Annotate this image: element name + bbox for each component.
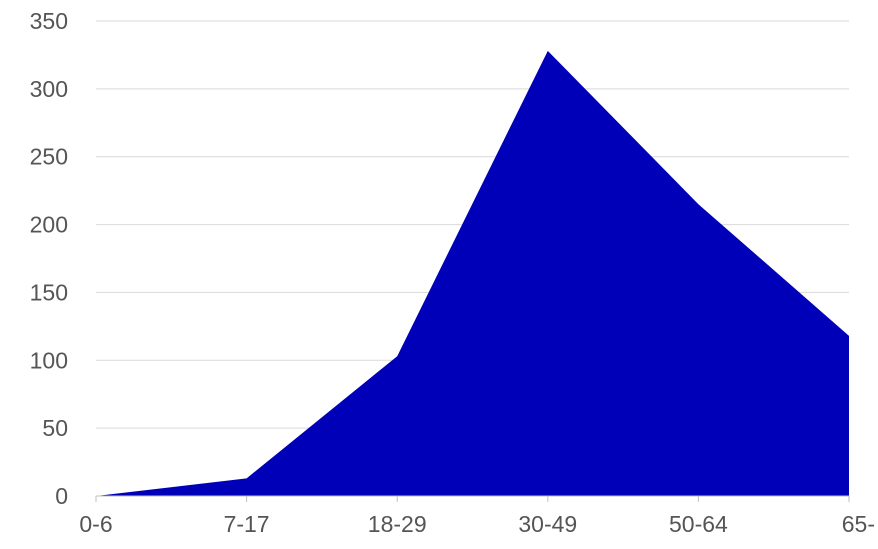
x-tick-label-30-49: 30-49 — [518, 511, 577, 537]
x-axis-tick-labels: 0-6 7-17 18-29 30-49 50-64 65- — [79, 511, 875, 537]
axes — [95, 495, 850, 502]
area-fill — [96, 50, 849, 496]
y-tick-label-100: 100 — [30, 347, 68, 373]
x-tick-label-7-17: 7-17 — [224, 511, 270, 537]
y-tick-label-200: 200 — [30, 212, 68, 238]
y-tick-label-150: 150 — [30, 279, 68, 305]
y-tick-label-300: 300 — [30, 76, 68, 102]
y-tick-label-250: 250 — [30, 144, 68, 170]
y-tick-label-50: 50 — [42, 415, 68, 441]
y-tick-label-350: 350 — [30, 8, 68, 34]
x-tick-label-65-: 65- — [842, 511, 875, 537]
x-tick-label-0-6: 0-6 — [79, 511, 112, 537]
x-tick-label-50-64: 50-64 — [669, 511, 728, 537]
x-tick-label-18-29: 18-29 — [368, 511, 427, 537]
y-tick-label-0: 0 — [55, 483, 68, 509]
area-series — [96, 50, 849, 496]
y-axis-tick-labels: 0 50 100 150 200 250 300 350 — [30, 8, 68, 509]
